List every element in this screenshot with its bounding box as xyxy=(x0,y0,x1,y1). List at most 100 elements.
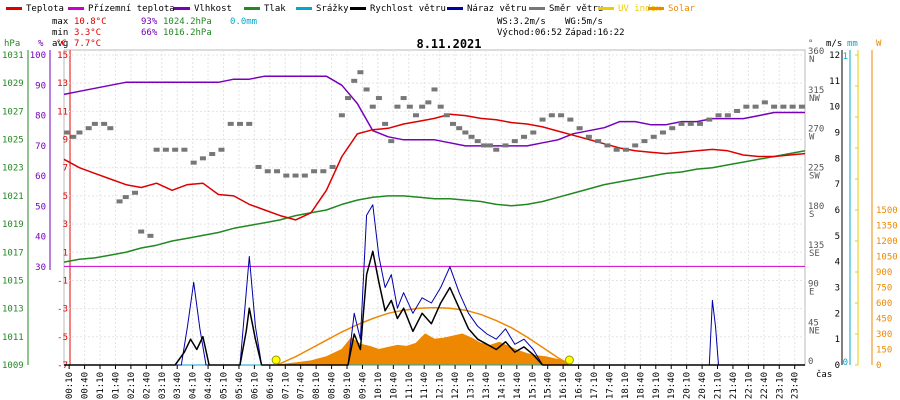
wind-direction-point xyxy=(209,152,216,157)
sunset-marker xyxy=(564,355,574,365)
ms-axis-label: m/s xyxy=(826,39,842,49)
wind-direction-point xyxy=(162,147,169,152)
wind-direction-point xyxy=(264,169,271,174)
legend-label: Rychlost větru xyxy=(370,4,446,14)
x-tick-label: 21:10 xyxy=(714,372,724,399)
wind-direction-point xyxy=(64,130,71,135)
x-tick-label: 06:10 xyxy=(250,372,260,399)
x-tick-label: 09:10 xyxy=(343,372,353,399)
x-tick-label: 21:40 xyxy=(729,372,739,399)
wind-direction-point xyxy=(412,113,419,118)
wind-direction-point xyxy=(320,169,327,174)
wind-direction-point xyxy=(558,113,565,118)
percent-tick-label: 80 xyxy=(35,112,46,122)
w-tick-label: 750 xyxy=(876,284,892,294)
wind-direction-point xyxy=(734,108,741,113)
x-tick-label: 06:40 xyxy=(266,372,276,399)
x-tick-label: 04:40 xyxy=(204,372,214,399)
axis-ticks: 1031102910271025102310211019101710151013… xyxy=(2,47,898,371)
hpa-tick-label: 1015 xyxy=(2,276,24,286)
wind-direction-point xyxy=(394,104,401,109)
wind-direction-point xyxy=(400,96,407,101)
stats-max-label: max xyxy=(52,17,69,27)
x-tick-label: 15:10 xyxy=(528,372,538,399)
wind-direction-point xyxy=(363,87,370,92)
chart-title: 8.11.2021 xyxy=(416,37,481,51)
percent-tick-label: 70 xyxy=(35,142,46,152)
x-tick-label: 20:10 xyxy=(683,372,693,399)
legend-label: Solar xyxy=(668,4,696,14)
stats-min-temp: 3.3°C xyxy=(74,28,101,38)
wind-direction-point xyxy=(468,134,475,139)
wind-direction-point xyxy=(780,104,787,109)
x-tick-label: 19:40 xyxy=(667,372,677,399)
x-tick-label: 00:10 xyxy=(65,372,75,399)
wind-direction-point xyxy=(375,96,382,101)
wind-direction-point xyxy=(548,113,555,118)
percent-tick-label: 60 xyxy=(35,172,46,182)
celsius-tick-label: 13 xyxy=(57,79,68,89)
direction-compass-label: E xyxy=(809,288,814,298)
celsius-tick-label: 11 xyxy=(57,107,68,117)
hpa-tick-label: 1017 xyxy=(2,248,24,258)
wind-direction-point xyxy=(743,104,750,109)
pressure-line xyxy=(63,150,806,263)
legend-swatch xyxy=(447,7,463,10)
x-tick-label: 17:10 xyxy=(590,372,600,399)
x-tick-label: 09:40 xyxy=(358,372,368,399)
sunrise-marker xyxy=(271,355,281,365)
ms-tick-label: 8 xyxy=(835,154,840,164)
x-tick-label: 02:10 xyxy=(127,372,137,399)
wind-direction-point xyxy=(771,104,778,109)
wind-direction-point xyxy=(388,139,395,144)
wind-direction-point xyxy=(706,117,713,122)
wind-direction-point xyxy=(697,121,704,126)
wind-direction-point xyxy=(678,121,685,126)
wind-direction-point xyxy=(641,139,648,144)
x-tick-label: 01:40 xyxy=(111,372,121,399)
wind-speed-line xyxy=(64,250,805,366)
hpa-tick-label: 1027 xyxy=(2,107,24,117)
wind-direction-point xyxy=(70,134,77,139)
x-tick-label: 01:10 xyxy=(96,372,106,399)
wind-direction-point xyxy=(311,169,318,174)
hpa-tick-label: 1013 xyxy=(2,305,24,315)
ms-tick-label: 5 xyxy=(835,232,840,242)
direction-compass-label: SW xyxy=(809,171,820,181)
x-tick-label: 13:40 xyxy=(482,372,492,399)
w-tick-label: 900 xyxy=(876,268,892,278)
wind-direction-point xyxy=(255,164,262,169)
wind-direction-point xyxy=(456,126,463,131)
legend-label: Směr větru xyxy=(549,4,603,14)
direction-compass-label: SE xyxy=(809,249,820,259)
wind-direction-point xyxy=(480,143,487,148)
wind-direction-point xyxy=(798,104,805,109)
humidity-line xyxy=(63,75,805,147)
line-series xyxy=(63,75,806,366)
x-tick-label: 07:40 xyxy=(297,372,307,399)
wind-direction-point xyxy=(406,104,413,109)
legend-label: UV index xyxy=(618,4,662,14)
legend-swatch xyxy=(529,7,545,10)
wind-direction-point xyxy=(274,169,281,174)
x-tick-label: 22:40 xyxy=(760,372,770,399)
direction-tick-label: 270 xyxy=(808,125,824,135)
wind-direction-point xyxy=(351,78,358,83)
wind-direction-point xyxy=(425,100,432,105)
wind-direction-point xyxy=(190,160,197,165)
wind-direction-point xyxy=(85,126,92,131)
legend-label: Teplota xyxy=(26,4,64,14)
x-tick-label: 20:40 xyxy=(698,372,708,399)
wind-direction-point xyxy=(301,173,308,178)
legend-swatch xyxy=(598,7,614,10)
x-tick-label: 17:40 xyxy=(605,372,615,399)
wind-direction-point xyxy=(462,130,469,135)
wind-direction-point xyxy=(101,121,108,126)
sunrise-info: Východ:06:52 xyxy=(497,28,562,38)
wind-direction-point xyxy=(246,121,253,126)
legend-swatch xyxy=(244,7,260,10)
wind-direction-point xyxy=(669,126,676,131)
hpa-axis-label: hPa xyxy=(4,39,20,49)
ms-tick-label: 2 xyxy=(835,309,840,319)
